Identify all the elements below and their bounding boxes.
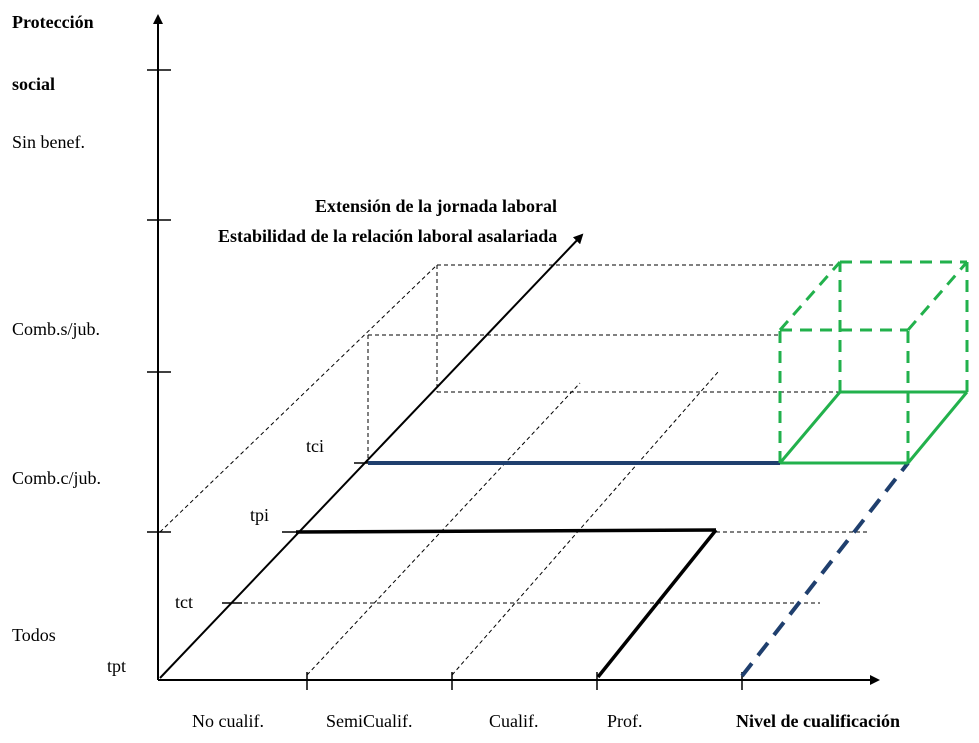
green-left-bottom-edge [778, 391, 842, 464]
depth-axis-title-line2: Estabilidad de la relación laboral asala… [218, 226, 557, 246]
guide-diag-back-left [159, 264, 438, 533]
green-top-left-edge [778, 261, 842, 331]
green-top-right-edge [906, 261, 969, 331]
y-level-comb-s-jub: Comb.s/jub. [12, 319, 100, 339]
depth-label-tci: tci [306, 436, 324, 456]
guide-diag-semicualif [306, 382, 581, 676]
y-axis-title-line1: Protección [12, 12, 94, 32]
x-category-prof: Prof. [607, 711, 643, 731]
blue-dashed-diagonal [740, 461, 910, 678]
depth-axis-line [159, 233, 584, 679]
tpi-profile [295, 528, 718, 679]
y-level-sin-benef: Sin benef. [12, 132, 85, 152]
y-level-comb-c-jub: Comb.c/jub. [12, 468, 101, 488]
depth-axis-title-line1: Extensión de la jornada laboral [315, 196, 557, 216]
x-category-cualif: Cualif. [489, 711, 539, 731]
green-right-bottom-edge [906, 391, 969, 464]
prof-diagonal-line [596, 528, 718, 679]
depth-label-tpt: tpt [107, 656, 126, 676]
x-category-semicualif: SemiCualif. [326, 711, 413, 731]
guide-grid [159, 264, 870, 676]
green-box [778, 260, 969, 465]
depth-label-tpi: tpi [250, 505, 269, 525]
axes [153, 14, 880, 685]
green-bottom-face [778, 390, 969, 465]
x-axis-title: Nivel de cualificación [736, 711, 900, 731]
y-level-todos: Todos [12, 625, 56, 645]
tpi-horizontal-line [295, 528, 717, 534]
x-category-no-cualif: No cualif. [192, 711, 264, 731]
green-dashed-edges [778, 260, 969, 463]
y-axis-title-line2: social [12, 74, 55, 94]
guide-diag-cualif [451, 371, 719, 676]
depth-label-tct: tct [175, 592, 193, 612]
blue-profile [368, 461, 910, 678]
